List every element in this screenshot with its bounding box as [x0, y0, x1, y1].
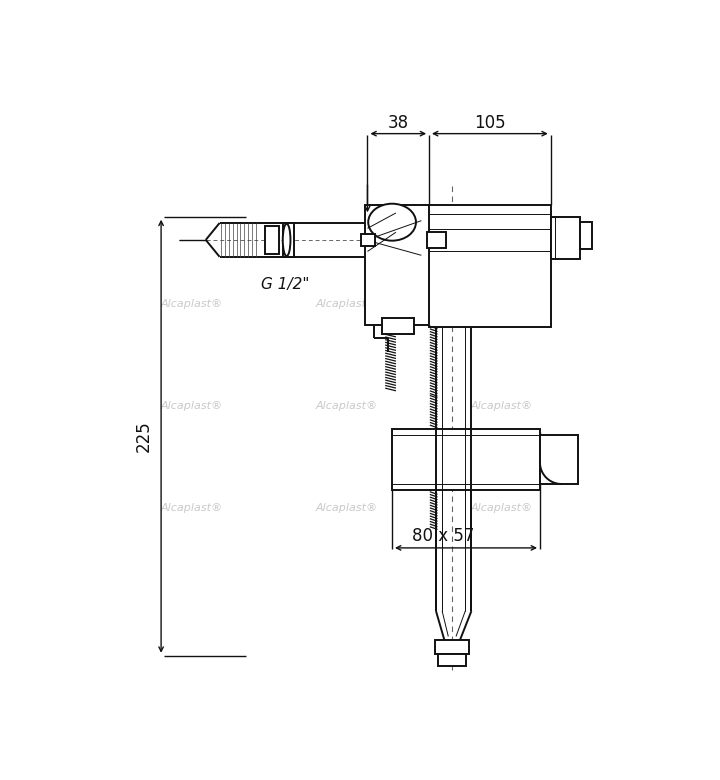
Text: 80 x 57: 80 x 57: [412, 526, 474, 544]
Text: Alcaplast®: Alcaplast®: [161, 299, 222, 309]
Text: Alcaplast®: Alcaplast®: [316, 401, 378, 411]
Text: 225: 225: [135, 420, 153, 452]
Bar: [427, 232, 446, 247]
Ellipse shape: [283, 224, 290, 256]
Bar: [435, 640, 469, 654]
Bar: [283, 223, 294, 257]
Text: Alcaplast®: Alcaplast®: [471, 503, 533, 513]
Bar: [365, 205, 431, 324]
Bar: [551, 217, 580, 259]
Text: Alcaplast®: Alcaplast®: [316, 299, 378, 309]
Text: Alcaplast®: Alcaplast®: [316, 503, 378, 513]
Bar: [580, 222, 592, 249]
Text: G 1/2": G 1/2": [261, 277, 310, 292]
Bar: [429, 205, 551, 327]
Text: Alcaplast®: Alcaplast®: [161, 401, 222, 411]
Bar: [265, 226, 279, 254]
Bar: [392, 428, 540, 490]
Text: 105: 105: [474, 114, 505, 132]
Bar: [382, 318, 415, 334]
Text: Alcaplast®: Alcaplast®: [471, 401, 533, 411]
Ellipse shape: [368, 204, 416, 241]
Bar: [540, 434, 578, 484]
Text: Alcaplast®: Alcaplast®: [161, 503, 222, 513]
Bar: [361, 234, 375, 246]
Text: Alcaplast®: Alcaplast®: [471, 299, 533, 309]
Text: 38: 38: [387, 114, 409, 132]
Bar: [438, 654, 466, 666]
